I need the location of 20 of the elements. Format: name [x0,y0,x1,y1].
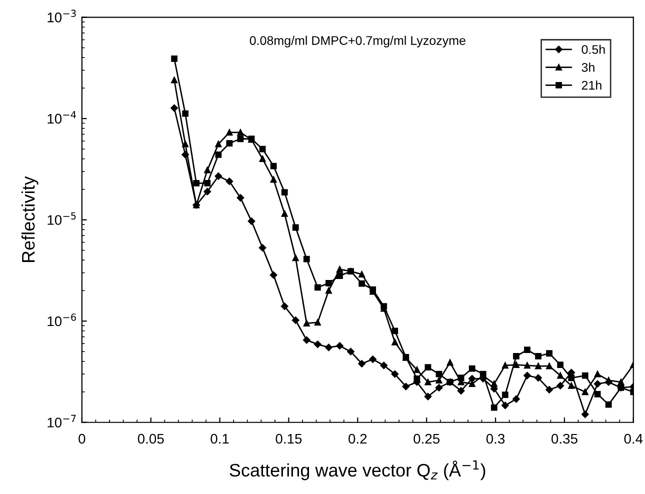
x-tick-label: 0.2 [348,434,367,444]
x-tick-label: 0.4 [624,434,643,444]
x-tick-label: 0 [78,434,86,444]
x-tick-label: 0.15 [276,434,302,444]
legend-label: 21h [582,80,602,90]
legend-label: 0.5h [582,44,605,54]
y-tick-label: 10$^{−5}$ [48,212,76,225]
y-tick-label: 10$^{−7}$ [48,414,76,428]
y-tick-label: 10$^{−4}$ [48,111,76,124]
x-axis-title: Scattering wave vector Q$_{z}$ (Å$^{−1}$) [230,460,486,480]
x-tick-label: 0.1 [210,434,229,444]
x-tick-label: 0.35 [551,434,578,444]
x-tick-label: 0.05 [138,434,164,444]
legend-label: 3h [582,62,594,72]
x-tick-label: 0.25 [414,434,440,444]
y-tick-label: 10$^{−6}$ [48,313,76,326]
x-tick-label: 0.3 [486,434,505,444]
annotation: 0.08mg/ml DMPC+0.7mg/ml Lyzozyme [250,36,466,48]
y-axis-title: Reflectivity [21,176,38,262]
y-tick-label: 10$^{−3}$ [48,10,76,22]
